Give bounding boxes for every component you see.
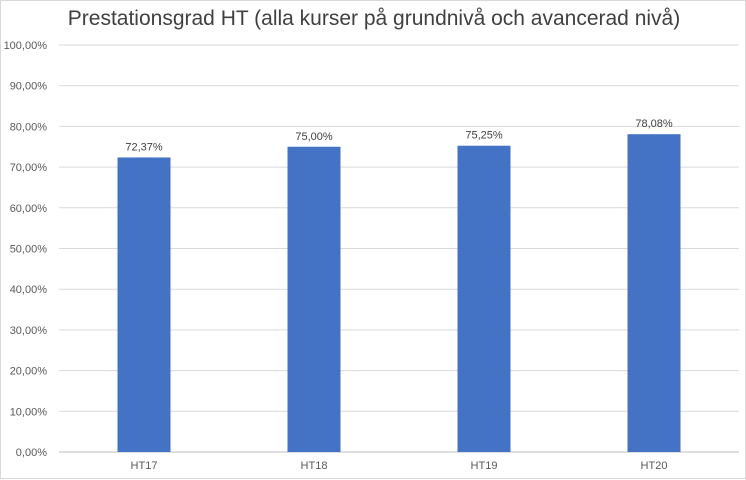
chart-title: Prestationsgrad HT (alla kurser på grund… (67, 7, 681, 30)
y-tick-label: 70,00% (10, 162, 48, 174)
y-tick-label: 50,00% (10, 244, 48, 256)
y-tick-label: 100,00% (4, 40, 48, 52)
y-tick-label: 30,00% (10, 325, 48, 337)
x-tick-label: HT18 (301, 460, 328, 472)
x-tick-label: HT20 (641, 460, 668, 472)
data-label: 75,00% (295, 131, 333, 143)
y-tick-label: 40,00% (10, 284, 48, 296)
y-tick-label: 80,00% (10, 121, 48, 133)
x-tick-label: HT19 (471, 460, 498, 472)
data-label: 75,25% (465, 130, 503, 142)
bar (627, 134, 681, 452)
y-tick-label: 20,00% (10, 366, 48, 378)
bar (287, 146, 341, 452)
y-tick-label: 90,00% (10, 81, 48, 93)
bar (457, 145, 511, 453)
data-label: 72,37% (125, 141, 163, 153)
bar (117, 157, 171, 452)
data-label: 78,08% (635, 118, 673, 130)
y-tick-label: 60,00% (10, 203, 48, 215)
x-tick-label: HT17 (131, 460, 158, 472)
y-tick-label: 10,00% (10, 406, 48, 418)
y-tick-label: 0,00% (16, 447, 47, 459)
